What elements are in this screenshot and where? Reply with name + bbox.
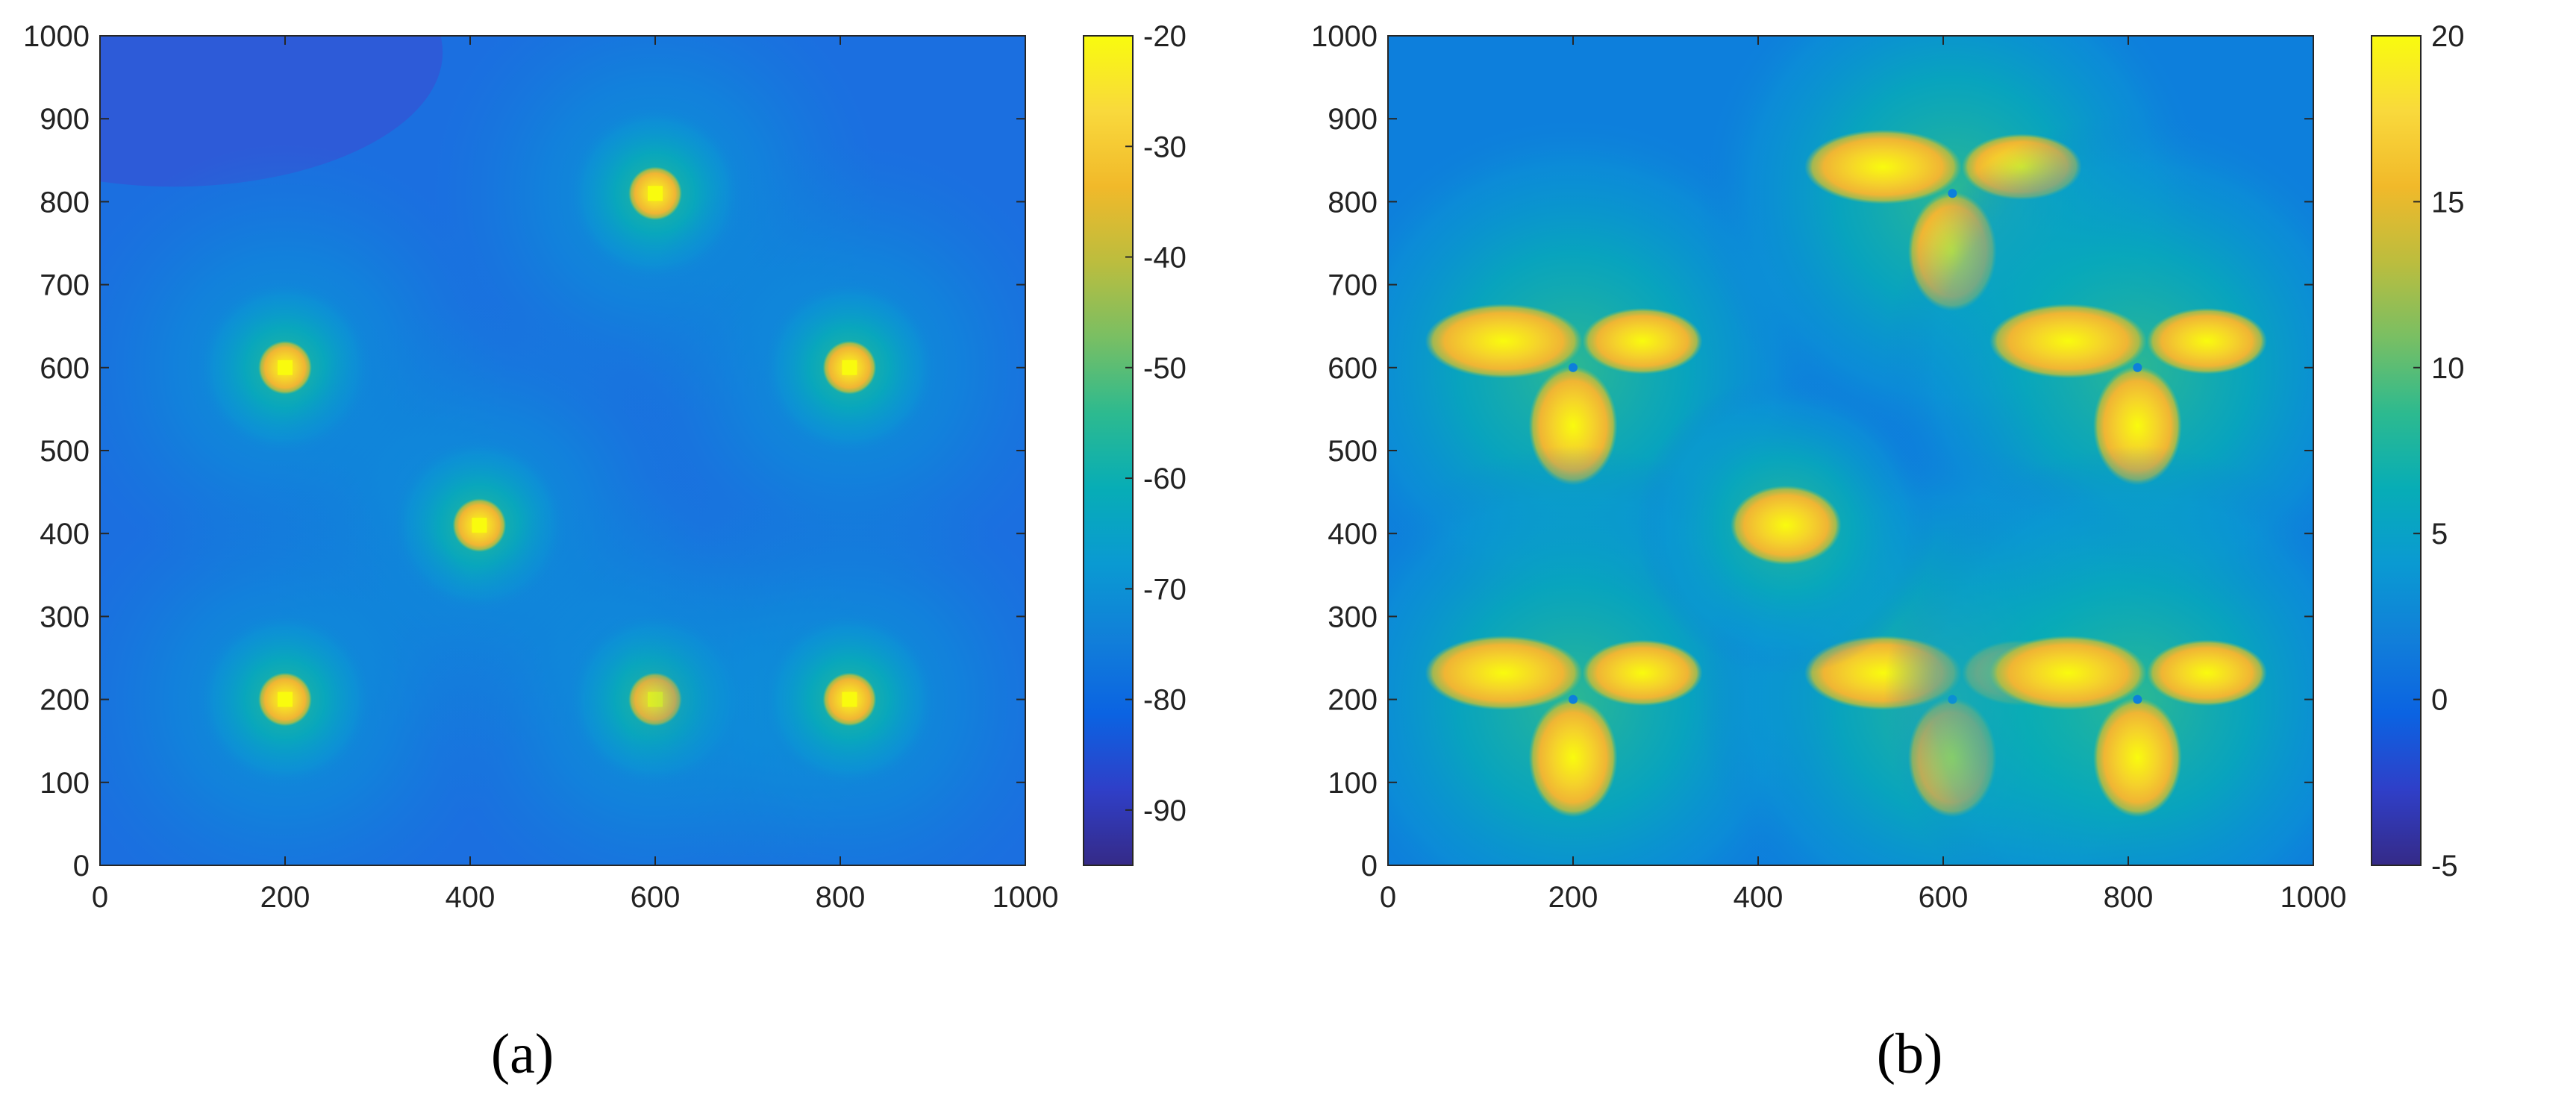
y-tick-label: 900 [40,103,90,136]
source-6-lobe-3 [2092,697,2182,818]
panel-b: 0 200 400 600 800 1000 0 100 200 300 400 500 600 700 8… [1288,0,2576,1110]
source-center [2133,694,2142,704]
source-1-lobe-2 [1582,307,1703,374]
hotspot-core [842,692,857,707]
y-tick-label: 0 [1361,850,1378,882]
heatmap-b: 0 200 400 600 800 100001002003004005006007008… [1311,20,2465,914]
y-tick-label: 200 [1328,684,1378,717]
y-tick-label: 900 [1328,103,1378,136]
colorbar-tick-label: -60 [1143,462,1187,495]
colorbar-tick-label: 0 [2431,684,2448,717]
colorbar-tick-label: -70 [1143,573,1187,606]
y-tick-label: 700 [40,269,90,302]
y-tick-label: 600 [1328,352,1378,385]
x-tick-label: 1000 [992,881,1059,914]
y-tick-label: 400 [40,518,90,551]
x-tick-label: 600 [1919,881,1969,914]
source-4-lobe-1 [1425,635,1583,711]
heatmap-a: 0 200 400 600 800 1000 0 100 200 300 400 500 600 700 8… [23,20,1187,914]
panel-label-b: (b) [1876,1023,1943,1085]
colorbar-tick-label: 10 [2431,352,2465,385]
y-tick-label: 800 [1328,186,1378,219]
x-tick-label: 200 [1548,881,1598,914]
y-tick-label: 500 [40,435,90,468]
y-tick-label: 600 [40,352,90,385]
x-tick-label: 1000 [2280,881,2347,914]
hotspot-core [278,692,293,707]
colorbar-tick-label: -20 [1143,20,1187,53]
x-tick-label: 200 [260,881,310,914]
panel-a: 0 200 400 600 800 1000 0 100 200 300 400 500 600 700 8… [23,20,1187,1085]
y-tick-label: 500 [1328,435,1378,468]
source-2-lobe-1 [1804,129,1962,204]
y-tick-label: 700 [1328,269,1378,302]
y-tick-label: 100 [1328,767,1378,800]
y-tick-label: 1000 [1311,20,1378,53]
y-tick-label: 200 [40,684,90,717]
y-tick-label: 400 [1328,518,1378,551]
x-tick-label: 400 [446,881,495,914]
source-3-lobe-1 [1989,304,2147,379]
colorbar-tick-label: 20 [2431,20,2465,53]
colorbar-tick-label: -90 [1143,794,1187,827]
x-tick-label: 400 [1734,881,1783,914]
y-tick-label: 300 [1328,601,1378,633]
colorbar-tick-label: -5 [2431,850,2458,882]
source-center [1569,363,1578,372]
source-3-lobe-2 [2146,307,2267,374]
panel-label-a: (a) [490,1023,554,1085]
source-center [2133,363,2142,372]
hotspot-core [278,360,293,375]
x-tick-label: 800 [2104,881,2154,914]
x-tick-label: 0 [92,881,108,914]
center-blob [1730,485,1842,565]
y-tick-label: 800 [40,186,90,219]
colorbar-tick-label: -50 [1143,352,1187,385]
colorbar-tick-label: 15 [2431,186,2465,219]
x-tick-label: 600 [631,881,681,914]
source-4-lobe-2 [1582,639,1703,706]
x-tick-label: 800 [816,881,866,914]
colorbar-tick-label: -40 [1143,242,1187,275]
y-tick-label: 1000 [23,20,90,53]
source-4-lobe-3 [1528,697,1618,818]
x-tick-label: 0 [1380,881,1396,914]
colorbar-tick-label: -80 [1143,684,1187,717]
source-6-lobe-2 [2146,639,2267,706]
colorbar-tick-label: 5 [2431,518,2448,551]
hotspot-core [472,518,487,533]
colorbar-tick-label: -30 [1143,131,1187,163]
hotspot-core [842,360,857,375]
source-6-lobe-1 [1989,635,2147,711]
y-tick-label: 300 [40,601,90,633]
y-tick-label: 0 [73,850,90,882]
colorbar [2371,35,2422,866]
corner-shade [100,36,443,187]
y-tick-label: 100 [40,767,90,800]
colorbar [1083,35,1134,866]
source-1-lobe-1 [1425,304,1583,379]
hotspot-core [648,186,663,201]
source-center [1569,694,1578,704]
